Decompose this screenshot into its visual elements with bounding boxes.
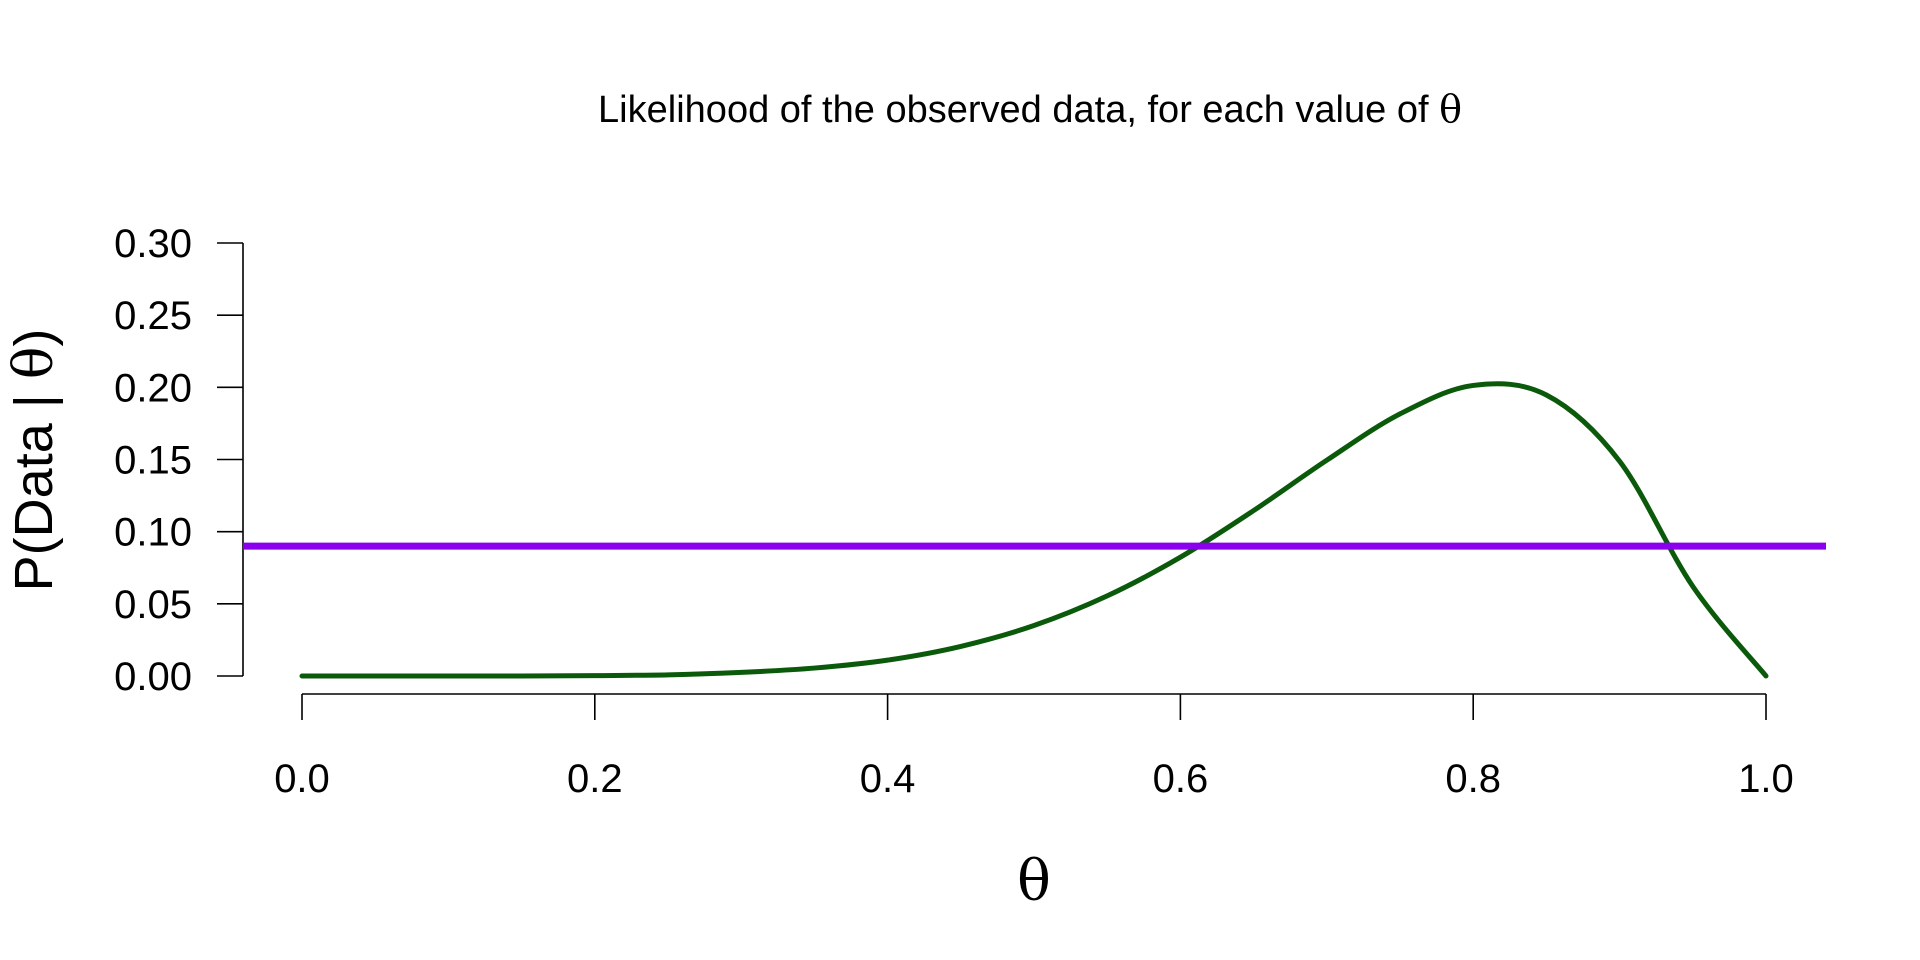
y-axis-label: P(Data | θ)	[2, 329, 65, 592]
likelihood-curve	[299, 381, 1769, 679]
y-axis-ticks: 0.00 0.05 0.10 0.15 0.20 0.25 0.30	[114, 222, 243, 699]
y-tick-label: 0.20	[114, 366, 192, 410]
x-tick-label: 0.0	[274, 757, 330, 801]
chart-title: Likelihood of the observed data, for eac…	[598, 87, 1462, 131]
y-tick-label: 0.05	[114, 583, 192, 627]
theta-symbol: θ	[1017, 849, 1051, 914]
x-tick-label: 1.0	[1738, 757, 1794, 801]
y-tick-label: 0.10	[114, 511, 192, 555]
x-tick-label: 0.2	[567, 757, 623, 801]
y-tick-label: 0.15	[114, 439, 192, 483]
x-axis-label: θ	[1017, 849, 1051, 914]
y-tick-label: 0.25	[114, 294, 192, 338]
y-tick-label: 0.00	[114, 655, 192, 699]
y-tick-label: 0.30	[114, 222, 192, 266]
x-tick-label: 0.6	[1153, 757, 1209, 801]
x-tick-label: 0.4	[860, 757, 916, 801]
x-axis-ticks: 0.0 0.2 0.4 0.6 0.8 1.0	[274, 694, 1794, 801]
theta-symbol: θ	[1439, 87, 1462, 131]
x-tick-label: 0.8	[1445, 757, 1501, 801]
theta-symbol: θ	[2, 347, 65, 380]
